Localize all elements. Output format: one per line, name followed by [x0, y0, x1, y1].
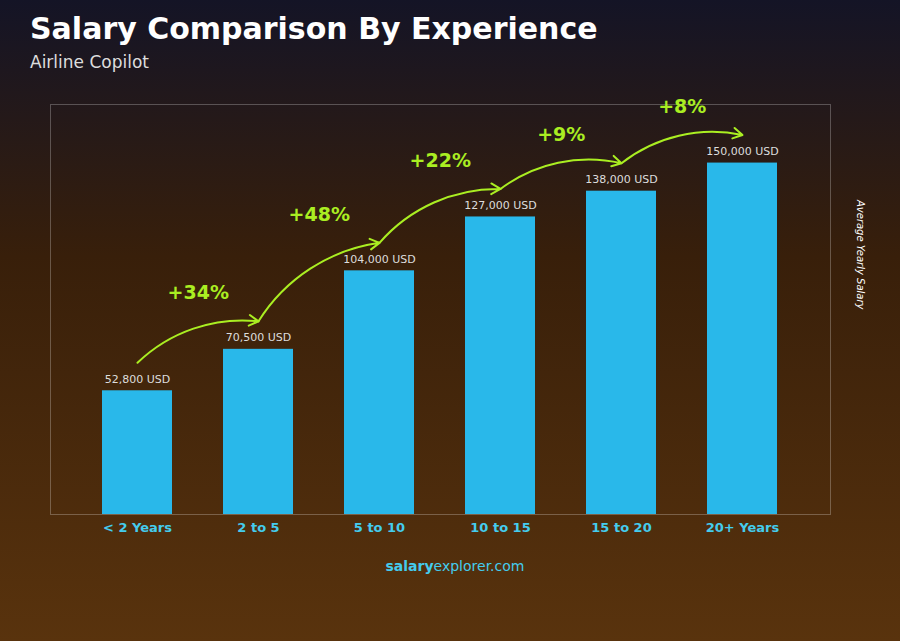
svg-text:15 to 20: 15 to 20	[591, 520, 651, 535]
svg-text:+8%: +8%	[658, 95, 706, 117]
svg-text:127,000 USD: 127,000 USD	[464, 199, 537, 212]
svg-text:52,800 USD: 52,800 USD	[105, 373, 171, 386]
svg-text:104,000 USD: 104,000 USD	[343, 253, 416, 266]
svg-text:10 to 15: 10 to 15	[470, 520, 530, 535]
svg-text:Average Yearly Salary: Average Yearly Salary	[855, 199, 866, 311]
svg-text:+9%: +9%	[537, 123, 585, 145]
svg-text:< 2 Years: < 2 Years	[103, 520, 172, 535]
svg-text:20+ Years: 20+ Years	[706, 520, 780, 535]
svg-text:5 to 10: 5 to 10	[354, 520, 405, 535]
svg-text:138,000 USD: 138,000 USD	[585, 173, 658, 186]
svg-text:+34%: +34%	[168, 281, 229, 303]
html-text:Airline Copilot: Airline Copilot	[30, 52, 149, 72]
svg-text:70,500 USD: 70,500 USD	[226, 331, 292, 344]
svg-text:+22%: +22%	[410, 149, 471, 171]
svg-text:2 to 5: 2 to 5	[237, 520, 279, 535]
svg-text:+48%: +48%	[289, 203, 350, 225]
svg-text:150,000 USD: 150,000 USD	[706, 145, 779, 158]
html-text:Salary Comparison By Experienc: Salary Comparison By Experience	[30, 11, 598, 46]
html-text:salary explorer.com: salary explorer.com	[385, 558, 525, 574]
